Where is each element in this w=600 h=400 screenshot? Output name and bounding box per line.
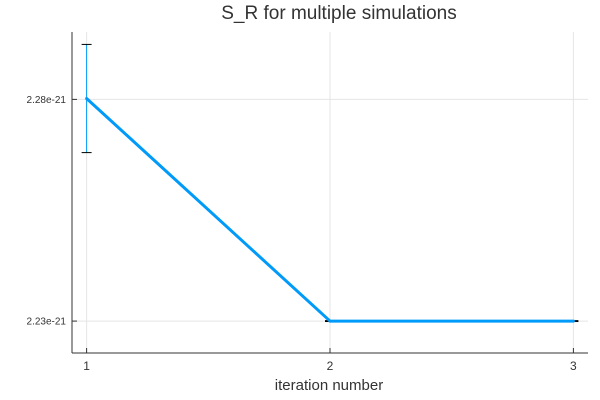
series — [85, 97, 575, 323]
y-tick-label: 2.28e-21 — [27, 95, 67, 106]
x-axis-label: iteration number — [275, 377, 383, 394]
grid — [72, 32, 588, 353]
chart-title: S_R for multiple simulations — [221, 3, 456, 24]
data-point — [85, 97, 89, 101]
data-point — [571, 319, 575, 323]
x-tick-label: 1 — [83, 359, 90, 373]
y-tick-label: 2.23e-21 — [27, 317, 67, 328]
x-tick-label: 2 — [327, 359, 334, 373]
ticks: 1 2 3 2.28e-21 2.23e-21 — [27, 95, 578, 373]
data-point — [328, 319, 332, 323]
x-tick-label: 3 — [570, 359, 577, 373]
